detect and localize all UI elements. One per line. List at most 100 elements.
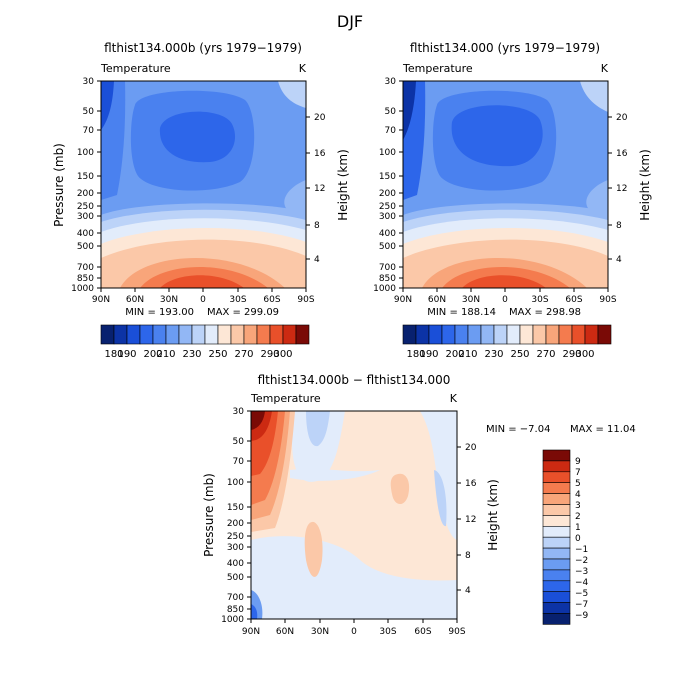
- panel-3-colorbar-swatch-11: [542, 569, 571, 582]
- panel-2-xtick-60s: 60S: [565, 295, 582, 305]
- panel-2-contour-polar-n-core: [403, 81, 416, 140]
- panel-3-title: flthist134.000b − flthist134.000: [258, 373, 451, 387]
- panel-2-xtick-90s: 90S: [599, 295, 616, 305]
- panel-1-xtick-0: 0: [200, 295, 206, 305]
- panel-3-contour-neg-upper-core: [306, 411, 330, 447]
- panel-3-cb-label-2: 2: [575, 512, 581, 522]
- panel-2-colorbar: 180 190 200 210 230 250 270 290 300: [402, 324, 612, 360]
- panel-2-yticks: 30 50 70 100 150 200 250 300 400 500 700…: [373, 77, 403, 294]
- panel-1-title: flthist134.000b (yrs 1979−1979): [104, 41, 302, 55]
- panel-3-colorbar-swatch-9: [542, 547, 571, 560]
- panel-1-ytick-50: 50: [83, 107, 95, 117]
- panel-2-yticks-right: 20 16 12 8 4: [608, 113, 628, 265]
- panel-2-ytick-250: 250: [379, 202, 396, 212]
- panel-1-contour-polar-n-core: [101, 81, 114, 130]
- panel-3-colorbar-swatch-12: [542, 580, 571, 592]
- panel-3-cb-label-4: 4: [575, 490, 581, 500]
- panel-3-subtitle: Temperature: [250, 392, 321, 405]
- panel-3-height-20: 20: [465, 443, 477, 453]
- panel-1-ytick-150: 150: [77, 172, 94, 182]
- panel-1-colorbar-labels: 180 190 200 210 230 250 270 290 300: [104, 349, 292, 360]
- panel-1-colorbar-swatch-2: [126, 324, 141, 345]
- panel-3-colorbar-swatch-4: [542, 493, 571, 505]
- panel-3-colorbar-swatch-3: [542, 482, 571, 494]
- panel-3-ytick-1000: 1000: [221, 615, 244, 625]
- panel-2-ytick-200: 200: [379, 189, 396, 199]
- panel-2-colorbar-swatch-15: [597, 324, 612, 345]
- panel-3-colorbar-swatches: [542, 449, 571, 625]
- panel-2-cb-label-230: 230: [484, 349, 503, 360]
- panel-3-cb-label-m5: −5: [575, 589, 588, 599]
- panel-3-colorbar-swatch-10: [542, 558, 571, 571]
- panel-1-ytick-200: 200: [77, 189, 94, 199]
- panel-1-yticks-right: 20 16 12 8 4: [306, 113, 326, 265]
- panel-1-xtick-60s: 60S: [263, 295, 280, 305]
- panel-2-colorbar-swatch-14: [584, 324, 599, 345]
- panel-3-contour-pos-blob: [304, 521, 323, 577]
- panel-1-ytick-250: 250: [77, 202, 94, 212]
- panel-1-contour-sh-mid: [284, 180, 306, 220]
- panel-3-colorbar-swatch-2: [542, 471, 571, 483]
- panel-2-cb-label-290: 290: [562, 349, 581, 360]
- panel-3-contour-neg-lower: [251, 536, 457, 619]
- panel-2-contour-295: [462, 275, 546, 288]
- panel-1-colorbar-swatch-0: [100, 324, 115, 345]
- panel-3-cb-label-9: 9: [575, 457, 581, 467]
- panel-2-colorbar-swatch-11: [545, 324, 560, 345]
- panel-1-cb-label-180: 180: [104, 349, 123, 360]
- panel-2-xticks: 90N 60N 30N 0 30S 60S 90S: [394, 288, 617, 305]
- panel-3-cb-label-m9: −9: [575, 611, 589, 621]
- panel-1-height-8: 8: [314, 221, 320, 231]
- panel-1-height-12: 12: [314, 184, 325, 194]
- panel-1-colorbar-swatch-15: [295, 324, 310, 345]
- panel-2-max: MAX = 298.98: [509, 307, 581, 318]
- panel-3-ytick-200: 200: [227, 519, 244, 529]
- panel-3-cb-label-3: 3: [575, 501, 581, 511]
- panel-3-cb-label-1: 1: [575, 523, 581, 533]
- panel-1-contour-cold-200: [159, 111, 236, 163]
- panel-3-contour-neg-right-core: [434, 470, 447, 527]
- panel-2-ytick-70: 70: [385, 126, 397, 136]
- panel-3-colorbar-labels: 9 7 5 4 3 2 1 0 −1 −2 −3 −4 −5 −7 −9: [575, 457, 589, 621]
- panel-2-ytick-850: 850: [379, 274, 396, 284]
- panel-2-colorbar-swatch-4: [454, 324, 469, 345]
- panel-2-height-20: 20: [616, 113, 628, 123]
- panel-1-colorbar: 180 190 200 210 230 250 270 290 300: [100, 324, 310, 360]
- panel-2-colorbar-swatch-3: [441, 324, 456, 345]
- panel-1-ytick-1000: 1000: [71, 284, 94, 294]
- panel-1-cb-label-250: 250: [208, 349, 227, 360]
- panel-2-contour-sh-mid: [586, 180, 608, 220]
- panel-3-field: [251, 411, 457, 619]
- panel-3-xticks: 90N 60N 30N 0 30S 60S 90S: [242, 619, 466, 637]
- panel-1-colorbar-swatch-13: [269, 324, 284, 345]
- panel-3-ytick-150: 150: [227, 503, 244, 513]
- figure-title: DJF: [337, 12, 363, 31]
- panel-2-cb-label-250: 250: [510, 349, 529, 360]
- panel-1-ytick-300: 300: [77, 212, 94, 222]
- panel-2-colorbar-swatch-10: [532, 324, 547, 345]
- panel-1-ytick-100: 100: [77, 148, 94, 158]
- panel-3: flthist134.000b − flthist134.000 Tempera…: [202, 373, 636, 637]
- panel-1-colorbar-swatch-11: [243, 324, 258, 345]
- panel-2-subtitle: Temperature: [402, 62, 473, 75]
- panel-3-ytick-500: 500: [227, 573, 244, 583]
- panel-3-cb-label-m1: −1: [575, 545, 588, 555]
- panel-1-colorbar-swatch-3: [139, 324, 154, 345]
- panel-1-xtick-30s: 30S: [229, 295, 246, 305]
- panel-2-height-16: 16: [616, 149, 628, 159]
- panel-1-colorbar-swatch-10: [230, 324, 245, 345]
- panel-2-xtick-30n: 30N: [462, 295, 480, 305]
- panel-2-cb-label-200: 200: [445, 349, 464, 360]
- panel-3-min: MIN = −7.04: [486, 424, 550, 435]
- panel-1-contour-sh-top: [278, 81, 306, 108]
- panel-2-colorbar-swatch-6: [480, 324, 495, 345]
- panel-3-contour-neg-upper: [292, 411, 345, 482]
- panel-2-cb-label-270: 270: [536, 349, 555, 360]
- panel-3-height-12: 12: [465, 515, 476, 525]
- panel-2-min: MIN = 188.14: [427, 307, 496, 318]
- panel-1-height-20: 20: [314, 113, 326, 123]
- panel-3-colorbar-swatch-15: [542, 613, 571, 625]
- panel-1-cb-label-290: 290: [260, 349, 279, 360]
- panel-1-colorbar-swatch-9: [217, 324, 232, 345]
